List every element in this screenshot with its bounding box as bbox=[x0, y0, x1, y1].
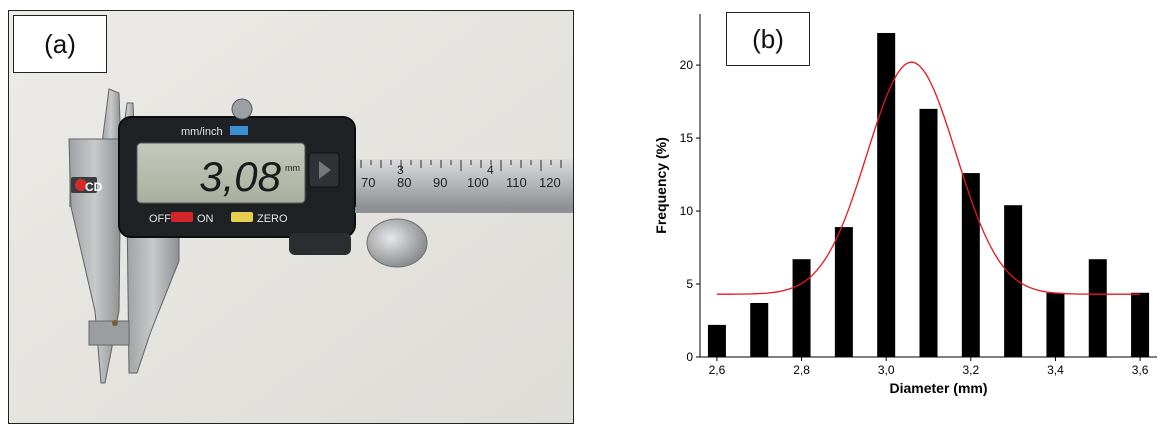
unit-switch-label: mm/inch bbox=[181, 126, 223, 138]
histogram-bar bbox=[707, 324, 726, 357]
histogram-bar bbox=[1131, 292, 1150, 357]
histogram-bar bbox=[1046, 292, 1065, 357]
y-axis-ticks: 0 5 10 15 20 bbox=[680, 58, 700, 364]
histogram-bar bbox=[877, 32, 896, 358]
x-tick-label: 2,8 bbox=[793, 363, 810, 377]
caliper-jaw-tip bbox=[88, 320, 130, 346]
arrow-icon bbox=[319, 161, 331, 179]
scale-number: 70 bbox=[361, 175, 375, 190]
zero-button bbox=[231, 212, 253, 222]
histogram-bar bbox=[961, 173, 980, 357]
caliper-scale bbox=[360, 160, 562, 171]
locking-screw bbox=[231, 98, 253, 120]
on-label: ON bbox=[197, 213, 214, 225]
x-tick-label: 3,0 bbox=[878, 363, 895, 377]
panel-a-label: (a) bbox=[13, 15, 107, 73]
measured-sample bbox=[366, 218, 428, 268]
measured-bead bbox=[112, 320, 118, 326]
lcd-screen bbox=[136, 142, 306, 204]
y-tick-label: 0 bbox=[686, 350, 693, 364]
scale-number: 90 bbox=[433, 175, 447, 190]
histogram-bar bbox=[1004, 205, 1023, 357]
caliper-thumb-wheel bbox=[289, 233, 351, 255]
x-axis-ticks: 2,6 2,8 3,0 3,2 3,4 3,6 bbox=[709, 357, 1149, 377]
histogram-bar bbox=[919, 108, 938, 357]
y-tick-label: 10 bbox=[680, 204, 694, 218]
y-tick-label: 20 bbox=[680, 58, 694, 72]
caliper-beam-edge bbox=[355, 207, 573, 213]
caliper-photo: 3 4 70 80 90 100 110 120 bbox=[9, 11, 573, 423]
scale-small-number: 3 bbox=[397, 163, 404, 177]
histogram-bar bbox=[1088, 259, 1107, 357]
off-label: OFF bbox=[149, 213, 171, 225]
scale-small-number: 4 bbox=[487, 163, 494, 177]
y-tick-label: 15 bbox=[680, 131, 694, 145]
bar-series bbox=[707, 32, 1150, 358]
x-tick-label: 2,6 bbox=[709, 363, 726, 377]
brand-mark: CD bbox=[85, 180, 103, 194]
gaussian-fit-curve bbox=[716, 61, 1141, 295]
zero-label: ZERO bbox=[257, 213, 288, 225]
lcd-reading: 3,08 bbox=[199, 153, 281, 200]
brand-logo: CD bbox=[71, 177, 103, 194]
y-axis-label: Frequency (%) bbox=[653, 137, 669, 233]
x-tick-label: 3,4 bbox=[1047, 363, 1064, 377]
unit-switch-button bbox=[230, 126, 248, 135]
x-tick-label: 3,2 bbox=[962, 363, 979, 377]
histogram-bar bbox=[750, 302, 769, 357]
scale-number: 120 bbox=[539, 175, 561, 190]
x-axis-label: Diameter (mm) bbox=[889, 380, 987, 396]
lcd-unit: mm bbox=[285, 163, 300, 173]
scale-number: 100 bbox=[467, 175, 489, 190]
panel-b-label: (b) bbox=[726, 12, 810, 66]
scale-number: 110 bbox=[506, 175, 527, 190]
y-tick-label: 5 bbox=[686, 277, 693, 291]
histogram-bar bbox=[792, 259, 811, 357]
off-on-button bbox=[171, 212, 193, 222]
x-tick-label: 3,6 bbox=[1132, 363, 1149, 377]
histogram-panel: 0 5 10 15 20 2,6 2,8 3,0 3,2 3,4 3,6 Frequency (%… bbox=[582, 0, 1162, 426]
chart-axes bbox=[699, 14, 1157, 358]
scale-number: 80 bbox=[397, 175, 411, 190]
caliper-photo-panel: 3 4 70 80 90 100 110 120 bbox=[8, 10, 574, 424]
histogram-chart: 0 5 10 15 20 2,6 2,8 3,0 3,2 3,4 3,6 Frequency (%… bbox=[653, 14, 1157, 396]
histogram-bar bbox=[834, 227, 853, 357]
